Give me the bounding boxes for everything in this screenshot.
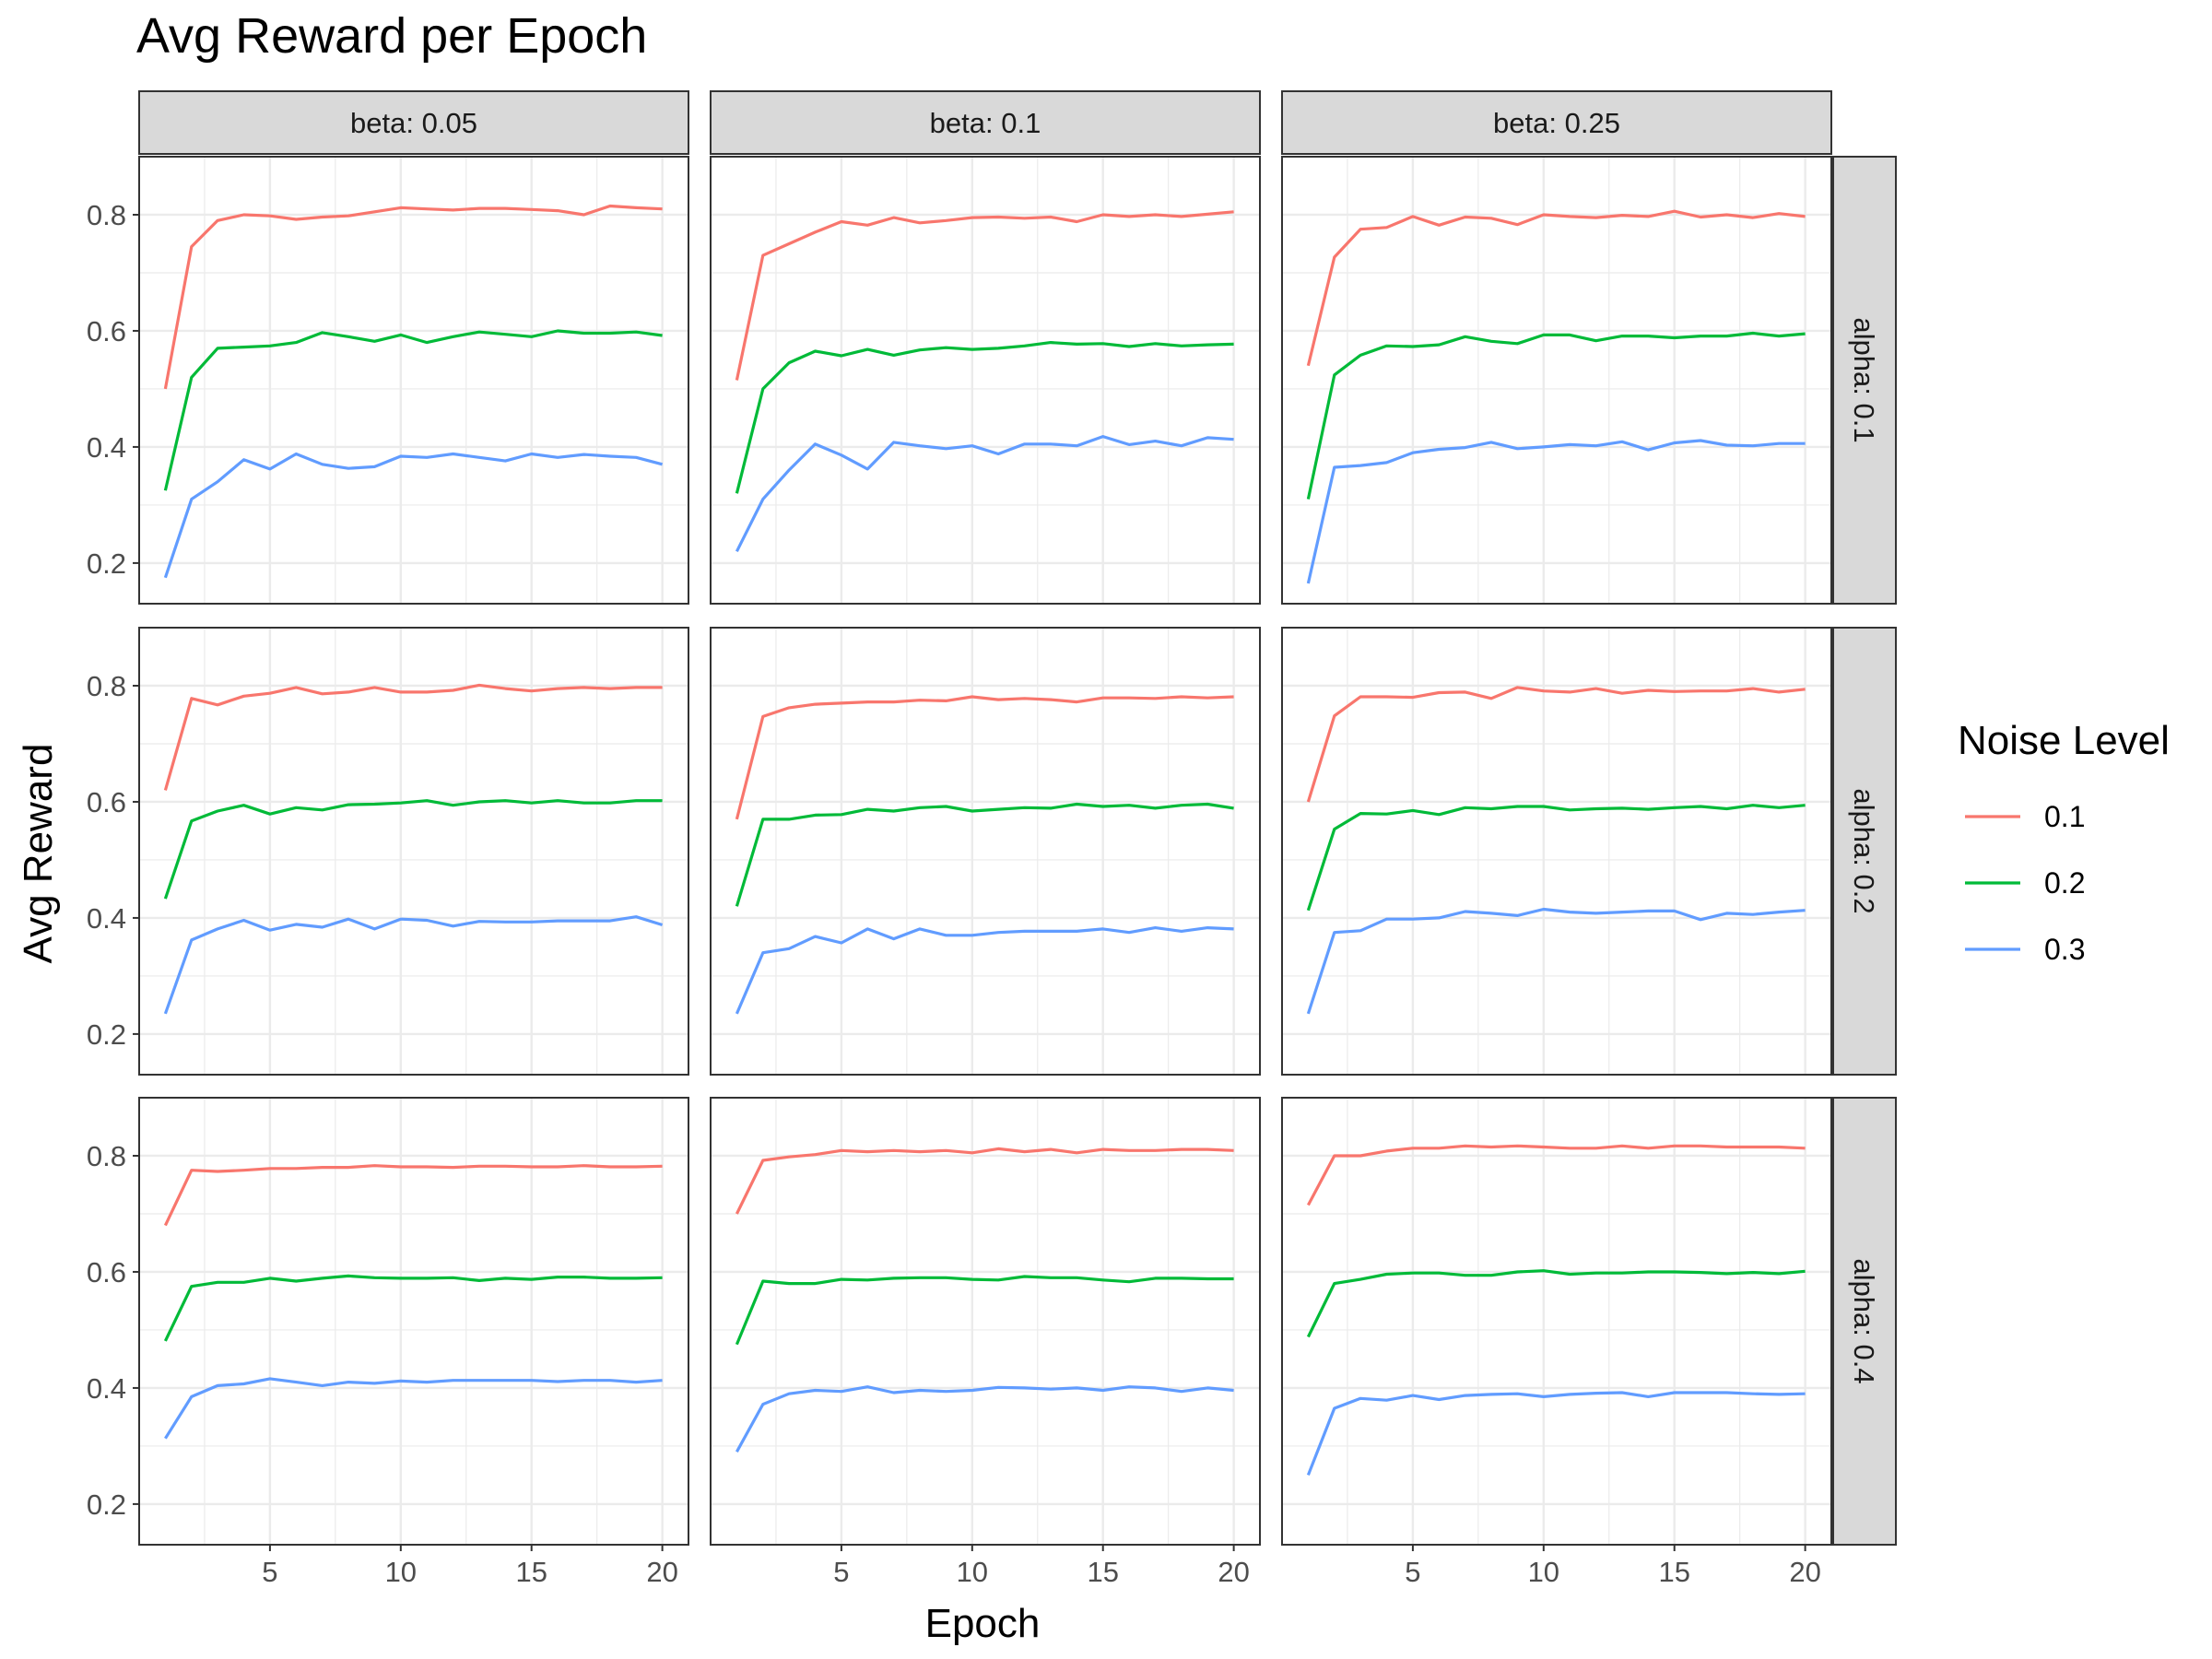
y-tick-label: 0.8 [87, 1140, 126, 1172]
series-line-0.2 [163, 1274, 663, 1342]
series-line-0.3 [735, 435, 1234, 553]
panel-border [1281, 627, 1832, 1076]
series-line-0.1 [1306, 686, 1806, 803]
panel-border [710, 156, 1261, 605]
series-line-0.1 [1306, 1144, 1806, 1206]
facet-strip-label: beta: 0.1 [930, 107, 1041, 139]
series-line-0.1 [735, 210, 1234, 381]
y-tick-label: 0.4 [87, 902, 126, 935]
y-tick-label: 0.2 [87, 1488, 126, 1521]
facet-panel [710, 627, 1261, 1076]
facet-panel: 0.2 0.4 0.6 0.8 [87, 627, 689, 1076]
y-tick-label: 0.6 [87, 786, 126, 818]
facet-strip-label: beta: 0.05 [350, 107, 477, 139]
x-tick-label: 15 [1658, 1556, 1689, 1588]
x-tick-label: 20 [1789, 1556, 1820, 1588]
x-axis-title: Epoch [925, 1601, 1041, 1646]
series-line-0.3 [163, 915, 664, 1015]
series-line-0.2 [1306, 1269, 1806, 1338]
y-tick-label: 0.4 [87, 1372, 126, 1405]
series-line-0.2 [1306, 804, 1806, 912]
facet-panel [1281, 156, 1832, 605]
y-tick-label: 0.8 [87, 199, 126, 231]
x-tick-label: 5 [262, 1556, 277, 1588]
panel-border [1281, 156, 1832, 605]
facet-strip-label: alpha: 0.4 [1848, 1258, 1880, 1383]
series-line-0.1 [735, 1147, 1234, 1215]
series-line-0.1 [1306, 209, 1806, 367]
x-tick-label: 10 [385, 1556, 417, 1588]
x-tick-label: 5 [1405, 1556, 1420, 1588]
legend-label: 0.2 [2044, 866, 2085, 900]
series-line-0.3 [1306, 1391, 1806, 1476]
legend-label: 0.1 [2044, 800, 2085, 833]
facet-strip-col [710, 90, 1261, 155]
facet-strip-col [138, 90, 689, 155]
facet-strip-col [1281, 90, 1832, 155]
facet-strip-row [1832, 1097, 1897, 1546]
panels-layer: beta: 0.05 beta: 0.1 beta: 0.25 alpha: 0.1 a… [87, 90, 1897, 1588]
series-line-0.2 [163, 329, 663, 491]
x-tick-label: 5 [833, 1556, 849, 1588]
facet-panel: 0.2 0.4 0.6 0.8 5 10 15 20 [87, 1097, 689, 1588]
series-line-0.2 [735, 802, 1234, 907]
y-tick-label: 0.4 [87, 431, 126, 464]
y-tick-label: 0.2 [87, 547, 126, 580]
series-line-0.2 [1306, 331, 1806, 500]
x-tick-label: 10 [957, 1556, 988, 1588]
facet-strip-label: beta: 0.25 [1493, 107, 1620, 139]
facet-panel: 5 10 15 20 [1281, 1097, 1832, 1588]
series-line-0.3 [163, 452, 664, 579]
x-tick-label: 20 [1218, 1556, 1249, 1588]
series-line-0.2 [163, 799, 663, 900]
panel-border [138, 1097, 689, 1546]
facet-strip-row [1832, 156, 1897, 605]
panel-border [138, 156, 689, 605]
series-line-0.2 [735, 341, 1234, 494]
series-line-0.2 [735, 1275, 1234, 1346]
series-line-0.1 [735, 695, 1234, 820]
legend-items: 0.1 0.2 0.3 [1965, 800, 2085, 966]
y-tick-label: 0.6 [87, 1256, 126, 1288]
facet-panel: 5 10 15 20 [710, 1097, 1261, 1588]
facet-panel [1281, 627, 1832, 1076]
panel-border [1281, 1097, 1832, 1546]
series-line-0.1 [163, 683, 663, 791]
legend-title: Noise Level [1958, 718, 2170, 763]
y-tick-label: 0.8 [87, 670, 126, 702]
facet-strip-label: alpha: 0.1 [1848, 317, 1880, 442]
series-line-0.1 [163, 1164, 663, 1227]
series-line-0.1 [163, 204, 663, 390]
panel-border [710, 627, 1261, 1076]
y-tick-label: 0.2 [87, 1018, 126, 1051]
series-line-0.3 [735, 1385, 1234, 1453]
legend: Noise Level 0.1 0.2 0.3 [1958, 718, 2170, 966]
x-tick-label: 15 [1087, 1556, 1118, 1588]
series-line-0.3 [735, 925, 1234, 1015]
facet-strip-row [1832, 627, 1897, 1076]
facet-panel [710, 156, 1261, 605]
panel-border [710, 1097, 1261, 1546]
chart-title: Avg Reward per Epoch [136, 8, 647, 64]
y-axis-title: Avg Reward [16, 744, 61, 964]
x-tick-label: 10 [1528, 1556, 1559, 1588]
panel-border [138, 627, 689, 1076]
x-tick-label: 15 [515, 1556, 547, 1588]
series-line-0.3 [164, 1377, 663, 1440]
legend-label: 0.3 [2044, 933, 2085, 966]
series-line-0.3 [1306, 907, 1806, 1015]
facet-strip-label: alpha: 0.2 [1848, 788, 1880, 913]
facet-panel: 0.2 0.4 0.6 0.8 [87, 156, 689, 605]
series-line-0.3 [1306, 439, 1806, 584]
x-tick-label: 20 [646, 1556, 677, 1588]
y-tick-label: 0.6 [87, 315, 126, 347]
